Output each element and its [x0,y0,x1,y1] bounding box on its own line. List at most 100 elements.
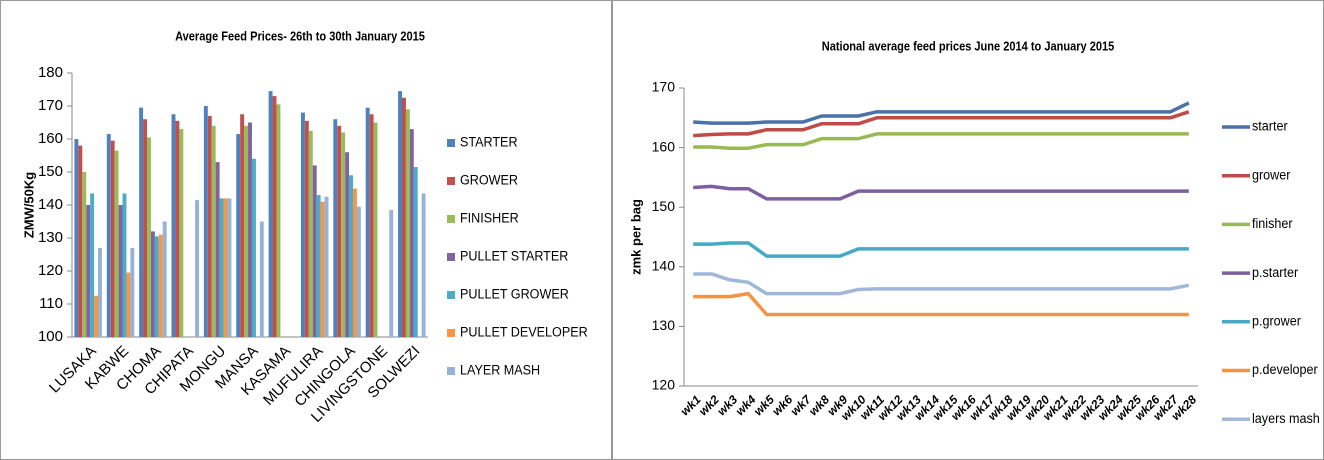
y-tick-label: 160 [38,130,63,147]
legend-swatch [447,215,455,223]
bar [147,137,151,337]
legend-swatch [447,291,455,299]
bar [78,145,83,337]
bar [158,234,163,337]
bar [86,205,91,337]
line [693,272,1190,296]
bar [74,139,79,337]
bar [304,120,309,337]
legend-swatch [447,139,455,147]
bar [316,195,321,337]
bar [373,122,378,337]
bar [341,132,346,337]
legend-label: PULLET STARTER [460,248,568,264]
legend-label: p.grower [1252,313,1301,329]
bar [219,198,224,337]
bar [276,104,281,337]
y-tick-label: 120 [652,377,676,393]
legend-label: GROWER [460,172,518,188]
bar [300,112,305,337]
bar [337,125,342,337]
y-axis-label: ZMW/50Kg [21,172,36,239]
legend-label: PULLET DEVELOPER [460,324,588,340]
bar [139,107,144,338]
bar [324,196,329,337]
bar [94,295,99,337]
bar [114,150,119,337]
bar [150,231,155,337]
y-tick-label: 150 [38,163,63,180]
y-axis-label: zmk per bag [628,199,643,275]
y-tick-label: 150 [652,198,676,214]
bar [118,205,123,337]
bar [143,119,148,337]
bar [98,247,102,337]
bar [110,140,115,337]
bar [207,115,212,338]
bar [203,106,208,337]
bar [162,221,167,337]
bar [126,272,131,337]
bar [211,125,216,337]
bar [227,198,232,337]
bar-chart: Average Feed Prices- 26th to 30th Januar… [0,0,612,460]
bar [413,167,418,337]
bar [405,109,410,337]
bar [369,114,374,337]
y-tick-label: 160 [652,138,676,154]
bar [175,120,180,337]
y-tick-label: 170 [38,97,63,114]
legend-swatch [447,253,455,261]
bar [308,130,313,337]
bar [259,221,264,337]
y-tick-label: 100 [38,328,63,345]
line [693,291,1189,317]
line-chart: National average feed prices June 2014 t… [612,0,1324,460]
bar [333,119,338,337]
line [693,132,1189,150]
y-tick-label: 130 [652,317,676,333]
legend-label: p.developer [1252,362,1318,378]
bar [320,201,325,337]
bar [171,114,176,337]
bar [398,91,402,338]
bar [248,122,252,337]
y-tick-label: 140 [652,258,676,274]
legend-label: PULLET GROWER [460,286,569,302]
bar [345,152,350,337]
bar [389,209,394,337]
bar [365,107,370,338]
bar [349,175,353,337]
bar [106,134,111,337]
bar [356,206,361,337]
chart-title: Average Feed Prices- 26th to 30th Januar… [175,29,425,44]
legend-swatch [447,329,455,337]
legend-label: layers mash [1252,410,1320,426]
legend-label: LAYER MASH [460,362,540,378]
legend-label: STARTER [460,134,518,150]
legend-swatch [447,367,455,375]
legend-label: grower [1252,167,1291,183]
bar [352,188,357,337]
legend-label: finisher [1252,215,1293,231]
y-tick-label: 170 [652,79,676,95]
y-tick-label: 120 [38,262,63,279]
legend-label: FINISHER [460,210,519,226]
frame [612,0,1324,460]
bar [122,193,127,337]
legend-swatch [447,177,455,185]
bar [179,129,184,337]
bar [272,96,277,337]
bar [268,91,273,338]
bar [82,172,87,337]
y-tick-label: 130 [38,229,63,246]
y-tick-label: 180 [38,64,63,81]
line [693,110,1190,138]
bar [251,158,256,337]
bar [401,97,406,337]
bar [240,114,245,337]
bar [421,193,426,337]
line [693,101,1190,125]
bar [409,129,414,337]
